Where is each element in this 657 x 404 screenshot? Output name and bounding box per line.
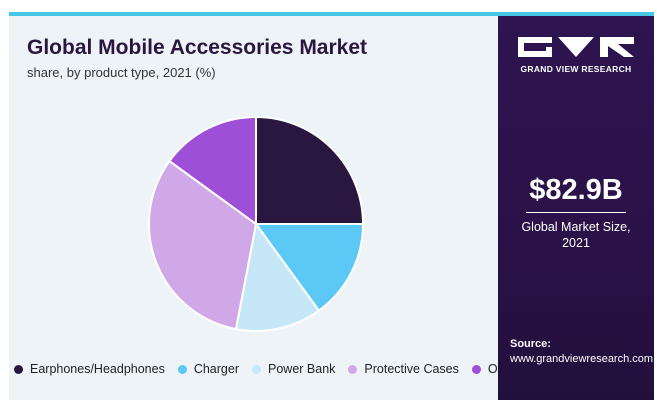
chart-title: Global Mobile Accessories Market: [27, 36, 368, 59]
legend-item: Earphones/Headphones: [14, 362, 165, 376]
market-size-divider: [526, 212, 626, 213]
info-panel: GRAND VIEW RESEARCH $82.9B Global Market…: [498, 16, 654, 400]
legend-swatch: [252, 364, 261, 374]
market-size-value: $82.9B: [529, 174, 623, 206]
market-size-label-line2: 2021: [562, 236, 590, 250]
pie-slice-charger: [254, 223, 365, 312]
legend-label: Charger: [193, 362, 239, 376]
legend-item: Power Bank: [252, 362, 335, 376]
source-title: Source:: [510, 338, 551, 350]
pie-slice-protective-cases: [148, 159, 258, 331]
pie-slice-others: [168, 115, 257, 226]
chart-legend: Earphones/Headphones Charger Power Bank Pro…: [14, 362, 538, 376]
pie-slice-earphones-headphones: [255, 115, 365, 225]
legend-label: Earphones/Headphones: [30, 362, 165, 376]
legend-swatch: [14, 364, 23, 374]
market-size-label-line1: Global Market Size,: [521, 220, 631, 234]
pie-chart: [148, 115, 365, 332]
brand-name: GRAND VIEW RESEARCH: [520, 64, 632, 74]
legend-swatch: [348, 364, 358, 374]
grand-view-research-logo: [518, 37, 634, 57]
source-link[interactable]: www.grandviewresearch.com: [510, 353, 654, 365]
legend-label: Protective Cases: [364, 362, 459, 376]
pie-slice-power-bank: [234, 221, 321, 332]
legend-label: Power Bank: [268, 362, 336, 376]
legend-swatch: [471, 364, 481, 374]
legend-item: Protective Cases: [348, 362, 459, 376]
legend-swatch: [177, 364, 187, 374]
market-size-label: Global Market Size, 2021: [498, 219, 654, 251]
legend-item: Charger: [177, 362, 239, 376]
chart-subtitle: share, by product type, 2021 (%): [27, 65, 216, 80]
